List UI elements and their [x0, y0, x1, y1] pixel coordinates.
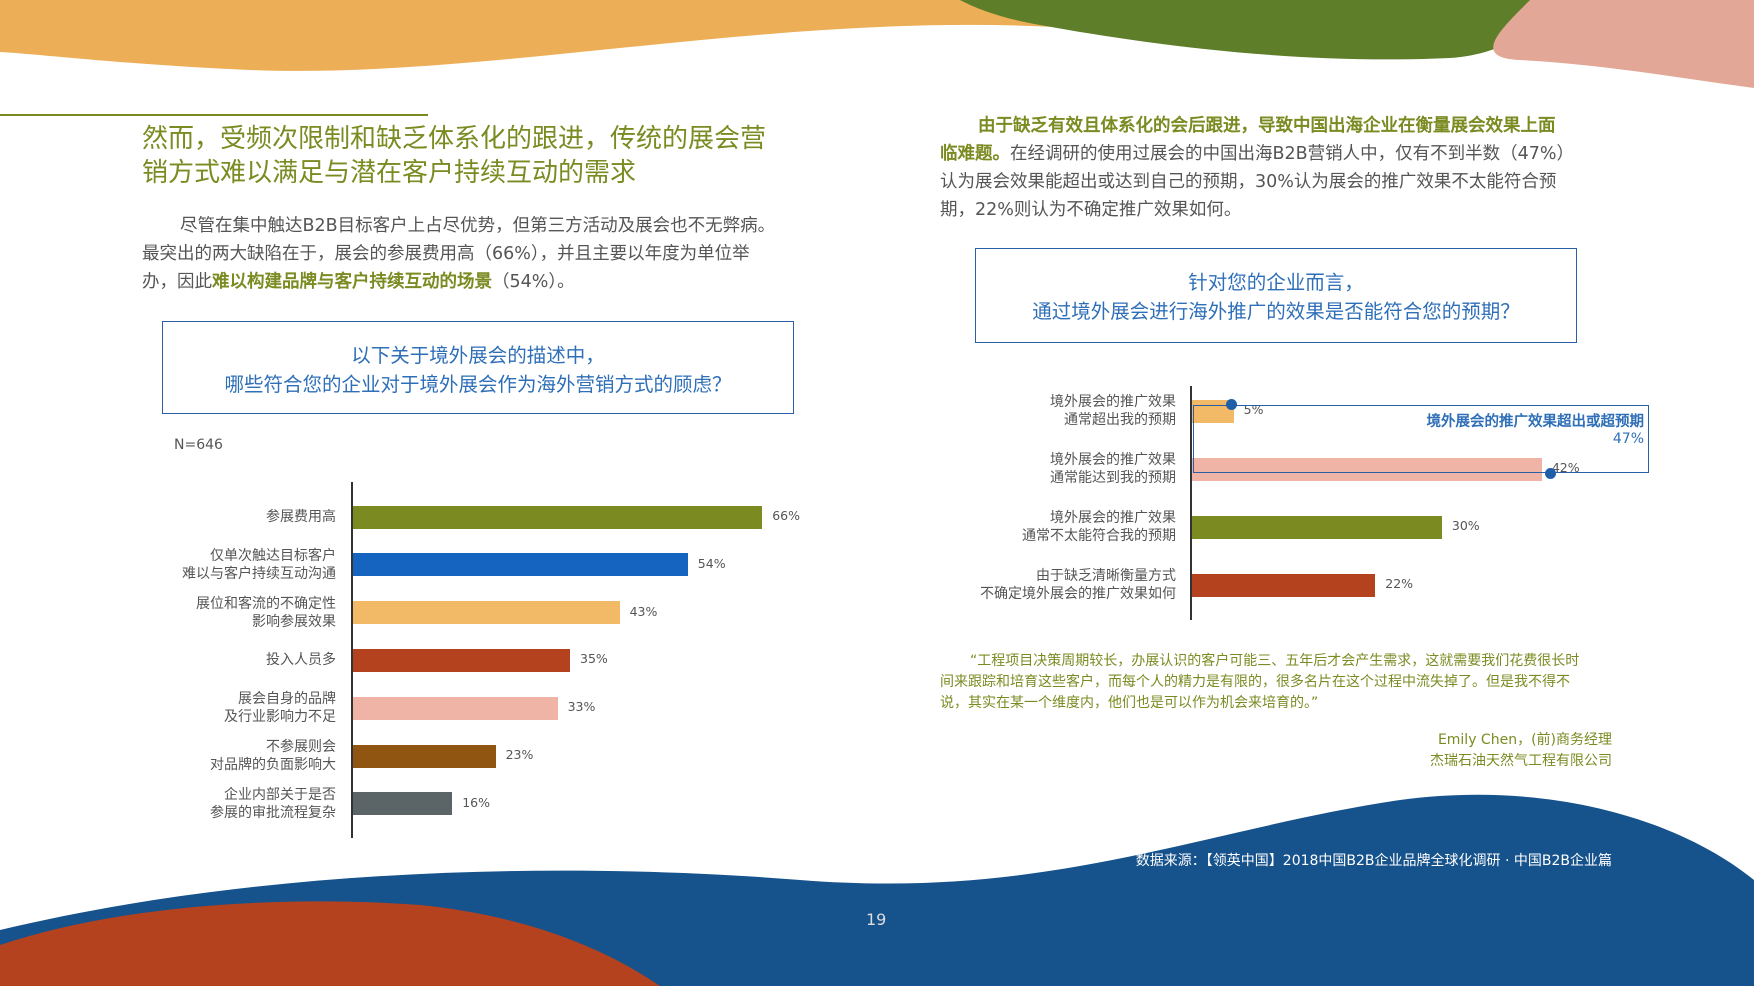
chart0-bar — [353, 696, 558, 720]
attribution-name: Emily Chen，(前)商务经理 — [1437, 732, 1612, 748]
right-question-box: 针对您的企业而言， 通过境外展会进行海外推广的效果是否能符合您的预期？ — [975, 248, 1577, 343]
right-question-line1: 针对您的企业而言， — [1188, 271, 1364, 294]
chart0-category-line: 难以与客户持续互动沟通 — [182, 565, 336, 582]
quote-attribution: Emily Chen，(前)商务经理 杰瑞石油天然气工程有限公司 — [1300, 730, 1612, 772]
chart1-category-label: 境外展会的推广效果 通常能达到我的预期 — [936, 451, 1176, 487]
quote-line1: “工程项目决策周期较长，办展认识的客户可能三、五年后才会产生需求，这就需要我们花… — [970, 653, 1580, 669]
right-para-line2: 临难题。在经调研的使用过展会的中国出海B2B营销人中，仅有不到半数（47%） — [940, 140, 1630, 168]
page-number: 19 — [866, 910, 887, 929]
left-headline-line2: 销方式难以满足与潜在客户持续互动的需求 — [142, 158, 637, 188]
left-question-line2: 哪些符合您的企业对于境外展会作为海外营销方式的顾虑？ — [224, 373, 732, 396]
chart0-bar — [353, 553, 688, 577]
chart0-category-line: 仅单次触达目标客户 — [210, 547, 336, 564]
chart1-bar — [1192, 515, 1442, 539]
chart0-value-label: 43% — [629, 603, 658, 619]
chart0-value-label: 54% — [697, 555, 726, 571]
chart0-bar — [353, 648, 570, 672]
quote-line2: 间来跟踪和培育这些客户，而每个人的精力是有限的，很多名片在这个过程中流失掉了。但… — [940, 674, 1570, 690]
bottom-rust-wave — [0, 901, 660, 986]
chart0-bar — [353, 601, 620, 625]
chart1-category-label: 由于缺乏清晰衡量方式不确定境外展会的推广效果如何 — [936, 567, 1176, 603]
data-source: 数据来源：【领英中国】2018中国B2B企业品牌全球化调研 · 中国B2B企业篇 — [1135, 853, 1612, 869]
chart1-value-label: 42% — [1551, 460, 1580, 475]
chart0-category-line: 影响参展效果 — [252, 613, 336, 630]
chart0-value-label: 16% — [462, 794, 490, 810]
headline-rule — [0, 114, 428, 116]
chart0-category-label: 参展费用高 — [136, 508, 336, 526]
chart0-category-line: 企业内部关于是否 — [224, 786, 336, 803]
chart1-category-line: 通常超出我的预期 — [1064, 412, 1176, 428]
right-para-highlight2: 临难题。 — [940, 144, 1010, 164]
right-para-line4: 期，22%则认为不确定推广效果如何。 — [940, 200, 1242, 220]
chart1-bar — [1192, 457, 1542, 481]
chart0-category-line: 展位和客流的不确定性 — [196, 595, 336, 612]
chart0-category-label: 展会自身的品牌 及行业影响力不足 — [136, 690, 336, 726]
chart0-bar — [353, 505, 763, 529]
chart1-category-line: 通常能达到我的预期 — [1050, 470, 1176, 486]
chart0-category-line: 参展费用高 — [266, 509, 336, 525]
left-para-line3-post: （54%）。 — [492, 272, 575, 292]
callout-dot-bottom — [1545, 468, 1556, 479]
left-chart-axis — [351, 482, 353, 838]
left-para-line2: 最突出的两大缺陷在于，展会的参展费用高（66%），并且主要以年度为单位举 — [142, 244, 750, 264]
top-pink-shape — [1493, 0, 1754, 88]
chart1-category-line: 境外展会的推广效果 — [1050, 452, 1176, 468]
right-para-highlight1: 由于缺乏有效且体系化的会后跟进，导致中国出海企业在衡量展会效果上面 — [978, 116, 1556, 136]
right-para-line3: 认为展会效果能超出或达到自己的预期，30%认为展会的推广效果不太能符合预 — [940, 172, 1557, 192]
chart0-category-label: 展位和客流的不确定性 影响参展效果 — [136, 595, 336, 631]
chart1-category-line: 境外展会的推广效果 — [1050, 394, 1176, 410]
chart0-category-label: 企业内部关于是否 参展的审批流程复杂 — [136, 786, 336, 822]
chart0-bar — [353, 744, 496, 768]
left-para-highlight: 难以构建品牌与客户持续互动的场景 — [212, 272, 492, 292]
chart1-value-label: 30% — [1451, 518, 1480, 533]
chart0-category-line: 展会自身的品牌 — [238, 691, 336, 708]
chart1-category-line: 境外展会的推广效果 — [1050, 510, 1176, 526]
right-para-line2-rest: 在经调研的使用过展会的中国出海B2B营销人中，仅有不到半数（47%） — [1010, 144, 1575, 164]
chart0-value-label: 35% — [580, 651, 608, 667]
left-paragraph: 尽管在集中触达B2B目标客户上占尽优势，但第三方活动及展会也不无弊病。 最突出的… — [142, 212, 822, 296]
right-paragraph: 由于缺乏有效且体系化的会后跟进，导致中国出海企业在衡量展会效果上面 临难题。在经… — [940, 112, 1630, 224]
chart0-category-line: 不参展则会 — [266, 739, 336, 755]
chart0-bar — [353, 792, 453, 816]
right-para-line1: 由于缺乏有效且体系化的会后跟进，导致中国出海企业在衡量展会效果上面 — [940, 112, 1630, 140]
left-headline: 然而，受频次限制和缺乏体系化的跟进，传统的展会营 销方式难以满足与潜在客户持续互… — [142, 122, 832, 190]
left-question-box: 以下关于境外展会的描述中， 哪些符合您的企业对于境外展会作为海外营销方式的顾虑？ — [162, 321, 794, 414]
chart0-category-label: 不参展则会对品牌的负面影响大 — [136, 738, 336, 774]
chart1-category-label: 境外展会的推广效果通常超出我的预期 — [936, 393, 1176, 429]
quote-block: “工程项目决策周期较长，办展认识的客户可能三、五年后才会产生需求，这就需要我们花… — [940, 651, 1612, 714]
chart1-category-line: 通常不太能符合我的预期 — [1022, 528, 1176, 544]
attribution-company: 杰瑞石油天然气工程有限公司 — [1430, 753, 1612, 769]
chart0-value-label: 23% — [505, 747, 534, 762]
chart0-category-line: 参展的审批流程复杂 — [210, 804, 336, 821]
sample-size-label: N=646 — [174, 437, 223, 453]
chart1-bar — [1192, 573, 1376, 597]
quote-line3: 说，其实在某一个维度内，他们也是可以作为机会来培育的。” — [940, 695, 1319, 711]
chart1-category-label: 境外展会的推广效果通常不太能符合我的预期 — [936, 509, 1176, 545]
left-para-line1: 尽管在集中触达B2B目标客户上占尽优势，但第三方活动及展会也不无弊病。 — [180, 216, 776, 236]
callout-value: 47% — [1612, 431, 1644, 447]
left-para-line3-pre: 办，因此 — [142, 272, 212, 292]
right-question-line2: 通过境外展会进行海外推广的效果是否能符合您的预期？ — [1032, 300, 1520, 323]
callout-dot-top — [1226, 399, 1237, 410]
chart0-value-label: 33% — [567, 699, 596, 715]
top-green-shape — [960, 0, 1560, 60]
chart0-category-label: 仅单次触达目标客户 难以与客户持续互动沟通 — [136, 547, 336, 583]
callout-title: 境外展会的推广效果超出或超预期 — [1426, 414, 1645, 430]
chart0-category-line: 及行业影响力不足 — [224, 709, 336, 726]
left-para-line3: 办，因此难以构建品牌与客户持续互动的场景（54%）。 — [142, 268, 822, 296]
chart1-value-label: 22% — [1385, 576, 1414, 591]
right-chart-axis — [1190, 386, 1192, 620]
chart0-category-label: 投入人员多 — [136, 651, 336, 669]
chart1-category-line: 不确定境外展会的推广效果如何 — [980, 586, 1176, 602]
chart0-category-line: 投入人员多 — [266, 652, 336, 669]
callout-box — [1193, 405, 1649, 473]
chart0-category-line: 对品牌的负面影响大 — [210, 757, 336, 773]
chart1-category-line: 由于缺乏清晰衡量方式 — [1036, 568, 1176, 584]
left-question-line1: 以下关于境外展会的描述中， — [351, 344, 605, 367]
left-headline-line1: 然而，受频次限制和缺乏体系化的跟进，传统的展会营 — [142, 124, 767, 154]
chart0-value-label: 66% — [772, 508, 800, 523]
